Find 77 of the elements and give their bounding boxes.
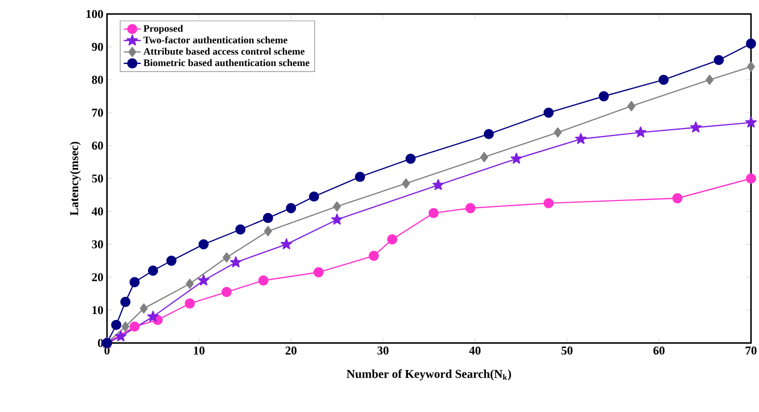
legend-label: Biometric based authentication scheme (144, 59, 310, 66)
point (406, 154, 416, 164)
x-tick-label: 70 (746, 346, 757, 355)
point (598, 91, 609, 102)
point (432, 179, 444, 190)
point (262, 212, 274, 224)
point (510, 152, 522, 164)
y-tick-label: 100 (86, 10, 104, 18)
point (746, 38, 756, 49)
x-axis-title: Number of Keyword Search(N$_{k}$) (346, 369, 512, 380)
point (166, 256, 176, 266)
y-tick-label: 60 (92, 142, 104, 150)
point (115, 330, 127, 342)
legend-label: Attribute based access control scheme (143, 48, 305, 55)
point (148, 266, 158, 276)
point (120, 296, 130, 307)
point (314, 267, 324, 278)
point (575, 133, 587, 144)
point (368, 250, 379, 261)
point (184, 298, 195, 309)
point (627, 101, 636, 112)
y-axis-title: Latency(msec) (70, 142, 81, 216)
y-tick-label: 50 (92, 174, 104, 183)
point (745, 116, 757, 128)
point (258, 275, 268, 286)
point (130, 277, 140, 288)
x-tick-label: 50 (562, 346, 573, 355)
point (354, 172, 366, 182)
point (140, 303, 148, 314)
point (130, 321, 140, 332)
point (480, 152, 488, 162)
point (222, 252, 231, 263)
point (186, 278, 194, 289)
x-tick-label: 30 (377, 346, 389, 355)
point (331, 214, 343, 225)
point (706, 74, 714, 85)
point (264, 226, 272, 236)
point (198, 239, 209, 250)
point (465, 203, 476, 214)
point (746, 173, 756, 184)
point (747, 62, 755, 72)
legend-label: Two-factor authentication scheme (144, 36, 288, 44)
point (230, 256, 242, 268)
point (286, 203, 296, 214)
y-tick-label: 40 (92, 207, 104, 216)
point (544, 108, 554, 118)
point (672, 193, 682, 204)
y-tick-label: 20 (92, 273, 104, 282)
y-tick-label: 30 (92, 240, 104, 248)
point (544, 198, 554, 208)
y-tick-label: 10 (92, 306, 104, 314)
point (554, 127, 562, 138)
point (235, 224, 246, 235)
point (634, 126, 646, 138)
point (658, 74, 669, 85)
point (147, 310, 159, 322)
point (198, 274, 210, 286)
y-tick-label: 90 (92, 42, 104, 51)
y-tick-label: 80 (92, 76, 104, 84)
point (402, 178, 410, 189)
y-tick-label: 70 (92, 108, 104, 117)
point (333, 201, 341, 212)
point (690, 122, 702, 132)
legend-label: Proposed (144, 24, 183, 34)
point (111, 320, 122, 330)
x-tick-label: 20 (286, 346, 297, 355)
x-tick-label: 40 (469, 346, 481, 355)
point (428, 208, 439, 218)
point (280, 238, 292, 250)
point (714, 54, 724, 66)
point (484, 129, 494, 140)
point (387, 234, 398, 244)
x-tick-label: 10 (194, 346, 205, 355)
point (222, 286, 232, 298)
point (308, 192, 320, 202)
x-tick-label: 60 (653, 346, 665, 355)
point (121, 321, 130, 332)
